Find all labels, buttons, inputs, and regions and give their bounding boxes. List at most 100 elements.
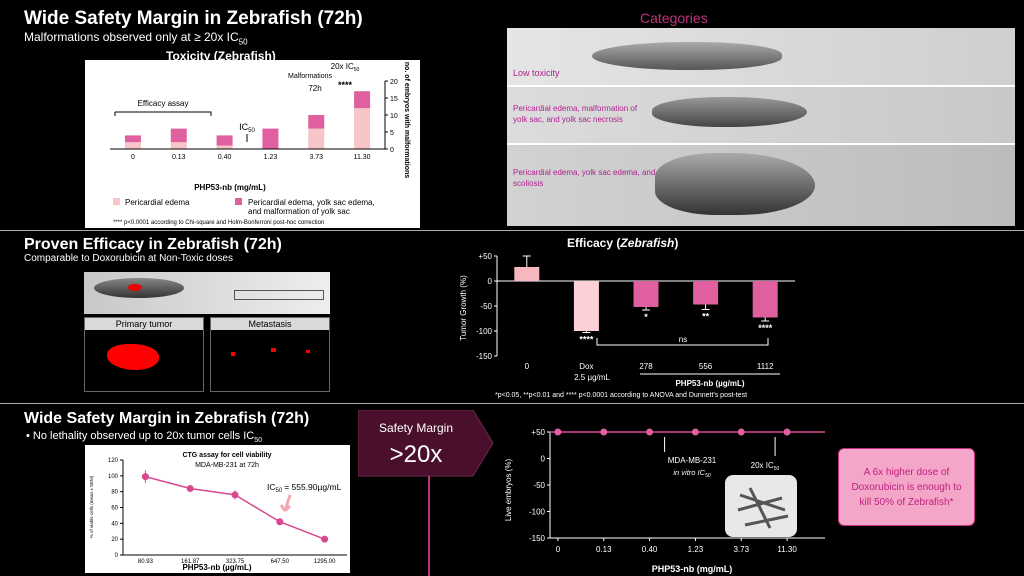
tox-bar (170, 128, 187, 143)
ctg-title: CTG assay for cell viability (182, 452, 271, 459)
eff-bar (573, 281, 599, 331)
eff-significance: ** (702, 312, 710, 322)
zebrafish-cluster-icon (737, 487, 789, 529)
tox-y-tick: 15 (390, 96, 398, 103)
eff-y-tick: -100 (476, 327, 493, 336)
primary-tumor-blob (107, 344, 159, 370)
live-x-tick: 0.40 (642, 545, 658, 554)
ctg-point (186, 485, 194, 492)
live-x-tick: 0.13 (596, 545, 612, 554)
live-x-tick: 3.73 (733, 545, 749, 554)
tox-y-tick: 10 (390, 113, 398, 120)
category-row-1: Low toxicity (507, 28, 1015, 85)
live-y-tick: +50 (531, 428, 545, 437)
legend1-text: Pericardial edema (125, 198, 190, 207)
eff-y-tick: -50 (480, 302, 492, 311)
metastasis-dot (231, 352, 235, 356)
safety-margin-label: Safety Margin (379, 421, 453, 435)
live-x-tick: 1.23 (688, 545, 704, 554)
safety-margin-arrow: Safety Margin >20x (358, 410, 494, 477)
legend-swatch-light (113, 198, 120, 205)
invitro-label: in vitro IC50 (673, 468, 710, 479)
efficacy-footnote: *p<0.05, **p<0.01 and **** p<0.0001 acco… (495, 392, 748, 399)
live-y-tick: -50 (533, 481, 545, 490)
eff-significance: **** (579, 335, 594, 345)
live-y-tick: -150 (529, 534, 546, 543)
ctg-point (276, 518, 284, 526)
live-y-tick: -100 (529, 508, 546, 517)
tox-bar (308, 115, 325, 129)
tox-x-tick: 11.30 (354, 154, 371, 161)
eff-significance: * (644, 312, 648, 322)
metastasis-dot (271, 348, 276, 352)
ctg-y-tick: 80 (111, 490, 118, 496)
eff-x-tick: 556 (699, 362, 713, 371)
arrow-shape (358, 410, 494, 477)
tox-x-tick: 3.73 (309, 154, 323, 161)
ctg-chart-panel (85, 445, 350, 573)
toxicity-chart-title: Toxicity (Zebrafish) (166, 49, 276, 63)
category-label-3: Pericardial edema, yolk sac edema, and s… (513, 168, 656, 188)
eff-bar (693, 281, 719, 305)
tox-x-tick: 0.13 (172, 154, 186, 161)
section2-title: Proven Efficacy in Zebrafish (72h) (24, 236, 282, 253)
zebrafish-tumor-image (84, 272, 330, 314)
ctg-x-tick: 80.93 (138, 559, 154, 565)
ctg-y-label: % of viable cells (mean ± SEM) (89, 475, 94, 538)
section1-title: Wide Safety Margin in Zebrafish (72h) (24, 8, 363, 29)
php53-group-label: PHP53-nb (µg/mL) (675, 379, 744, 388)
zebrafish-plate-image (725, 475, 797, 537)
category-label-2: Pericardial edema, malformation of yolk … (513, 104, 638, 124)
tox-bar (216, 145, 233, 149)
live-point (737, 428, 745, 436)
eff-y-tick: -150 (476, 352, 493, 361)
ctg-point (321, 535, 329, 543)
tumor-spot (128, 284, 142, 291)
eff-significance: **** (758, 323, 773, 333)
ctg-y-tick: 20 (111, 537, 118, 543)
eff-x-tick: 0 (525, 362, 530, 371)
eff-bar (752, 281, 778, 318)
tox-bar (170, 142, 187, 149)
ic50-label: IC50 (239, 122, 255, 134)
tox-y-label: no. of embryos with malformations (403, 62, 410, 178)
ctg-x-tick: 161.87 (181, 559, 200, 565)
ctg-x-label: PHP53-nb (µg/mL) (182, 563, 251, 572)
mda-label: MDA-MB-231 (668, 456, 717, 465)
metastasis-dot (306, 350, 310, 353)
legend2-text-cont: and malformation of yolk sac (248, 207, 350, 216)
efficacy-chart-title: Efficacy (Zebrafish) (567, 236, 679, 250)
efficacy-chart: Tumor Growth (%) +50 0 -50 -100 -150 0 **** Dox… (459, 252, 795, 388)
efficacy-y-label: Tumor Growth (%) (459, 275, 468, 341)
efficacy-assay-label: Efficacy assay (138, 99, 189, 108)
live-x-label: PHP53-nb (mg/mL) (652, 564, 733, 574)
eff-bar (633, 281, 659, 307)
live-embryos-chart: Live embryos (%) +50 0 -50 -100 -150 0 0.13 0.4… (504, 428, 825, 574)
section3-bullet: • No lethality observed up to 20x tumor … (26, 430, 263, 445)
tox-footnote: **** p<0.0001 according to Chi-square an… (113, 220, 324, 226)
live-point (646, 428, 654, 436)
tox-y-tick: 0 (390, 147, 394, 154)
metastasis-label: Metastasis (211, 318, 329, 330)
live-x-tick: 11.30 (777, 545, 797, 554)
ctg-subtitle: MDA-MB-231 at 72h (195, 462, 259, 469)
tox-stars: **** (338, 80, 353, 90)
metastasis-panel: Metastasis (210, 317, 330, 392)
ctg-y-tick: 100 (108, 474, 119, 480)
tox-bar (262, 128, 279, 149)
live-point (691, 428, 699, 436)
live-point (600, 428, 608, 436)
dox-dose-label: 2.5 µg/mL (574, 373, 610, 382)
category-row-3: Pericardial edema, yolk sac edema, and s… (507, 145, 1015, 226)
x20-label: 20x IC50 (751, 461, 780, 472)
malformations-label: Malformations (288, 73, 332, 80)
eff-x-tick: 278 (639, 362, 653, 371)
eff-y-tick: 0 (488, 277, 493, 286)
h72-label: 72h (308, 84, 321, 93)
primary-tumor-label: Primary tumor (85, 318, 203, 330)
ctg-x-tick: 1295.00 (314, 559, 336, 565)
ctg-x-tick: 647.50 (271, 559, 290, 565)
efficacy-bracket (114, 111, 212, 116)
live-y-label: Live embryos (%) (504, 459, 513, 522)
tox-bar (308, 128, 325, 149)
